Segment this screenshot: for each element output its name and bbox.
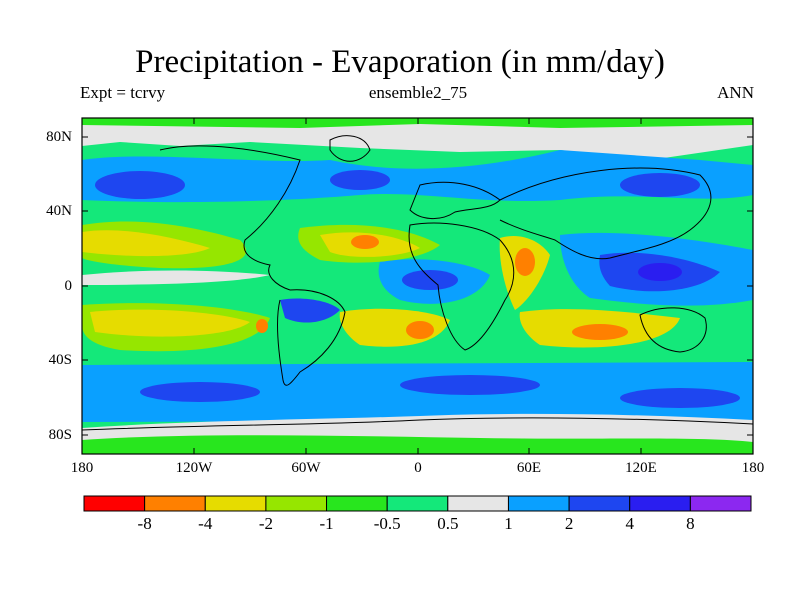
colorbar-label: -8 [137, 514, 152, 533]
colorbar-box [265, 495, 328, 512]
southern-storm-track [82, 362, 753, 422]
africa-coast [408, 222, 515, 351]
season-label: ANN [717, 83, 754, 102]
lat-label-40n: 40N [46, 203, 72, 219]
south-pacific-min [256, 319, 268, 333]
lon-label-0: 0 [414, 460, 422, 476]
colorbar-box [629, 495, 691, 512]
experiment-label: Expt = tcrvy [80, 83, 166, 102]
southern-max-atlantic [400, 375, 540, 395]
south-indian-min [572, 324, 628, 340]
lon-label-180w: 180 [70, 460, 94, 476]
north-pacific-max [95, 171, 185, 199]
south-america-coast [276, 289, 346, 386]
lon-label-120w: 120W [175, 460, 213, 476]
colorbar-box [144, 495, 206, 512]
australia-coast [639, 307, 707, 353]
lon-label-120e: 120E [625, 460, 657, 476]
colorbar-label: -1 [319, 514, 334, 533]
axis-ticks [82, 118, 753, 454]
amazon-wet [280, 298, 340, 323]
north-atlantic-min [351, 235, 379, 249]
colorbar-box [568, 495, 631, 512]
colorbar-label: 4 [625, 514, 634, 533]
north-storm-track [82, 150, 753, 203]
ensemble-label: ensemble2_75 [368, 83, 468, 102]
itcz-east-pacific [82, 270, 270, 285]
colorbar-box [326, 495, 388, 512]
asia-coast [499, 167, 712, 260]
colorbar-label: -4 [198, 514, 213, 533]
colorbar-label: 1 [504, 514, 513, 533]
colorbar-box [386, 495, 449, 512]
lon-label-60w: 60W [291, 460, 321, 476]
colorbar-box [204, 495, 267, 512]
plot-title: Precipitation - Evaporation (in mm/day) [135, 44, 665, 80]
antarctic-interior [82, 435, 753, 454]
colorbar-label: -0.5 [373, 514, 401, 533]
arabian-min [515, 248, 535, 276]
southern-max-indian [620, 388, 740, 408]
colorbar-box [507, 495, 570, 512]
africa-wet-max [402, 270, 458, 290]
coastlines [82, 135, 753, 431]
north-pacific-drier [82, 230, 210, 257]
warm-pool-max [638, 263, 682, 281]
colorbar-label: -2 [258, 514, 273, 533]
colorbar-label: 2 [564, 514, 574, 533]
northwest-pacific-max [620, 173, 700, 197]
south-pacific-drier [90, 309, 250, 337]
europe-coast [409, 181, 501, 219]
colorbar-box [447, 495, 509, 512]
lat-label-80s: 80S [48, 427, 72, 443]
southern-max-pacific [140, 382, 260, 402]
colorbar-label: 8 [686, 514, 695, 533]
greenland-coast [329, 135, 371, 162]
south-atlantic-min [406, 321, 434, 339]
colorbar [83, 495, 752, 512]
lat-label-80n: 80N [46, 129, 72, 145]
colorbar-box [83, 495, 146, 512]
colorbar-label: 0.5 [437, 514, 459, 533]
lon-label-60e: 60E [516, 460, 542, 476]
lat-label-40s: 40S [48, 352, 72, 368]
north-atlantic-max [330, 170, 390, 190]
map-field [82, 118, 753, 454]
arctic-ice-zone [82, 124, 753, 160]
colorbar-box [689, 495, 752, 512]
north-america-coast [159, 145, 301, 291]
lat-label-0: 0 [64, 278, 73, 294]
antarctica-coast [82, 417, 753, 431]
lon-label-180e: 180 [741, 460, 765, 476]
